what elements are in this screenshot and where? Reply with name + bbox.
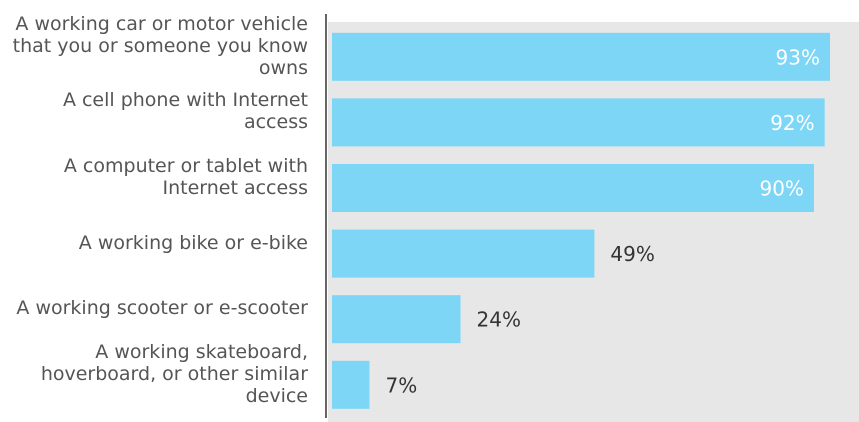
bar [332, 229, 595, 278]
category-label: A working skateboard, hoverboard, or oth… [40, 340, 308, 407]
plot-background [328, 22, 859, 422]
value-label: 90% [759, 177, 803, 201]
value-label: 24% [477, 308, 521, 332]
category-label: A cell phone with Internet access [62, 89, 308, 134]
bar [332, 98, 825, 147]
value-label: 92% [770, 111, 814, 135]
value-label: 7% [385, 373, 417, 397]
category-label: A computer or tablet with Internet acces… [63, 154, 308, 199]
value-label: 93% [776, 45, 820, 69]
category-label: A working scooter or e-scooter [16, 297, 308, 320]
category-label: A working car or motor vehicle that you … [12, 12, 308, 79]
bar [332, 295, 461, 344]
bar [332, 32, 831, 81]
category-label: A working bike or e-bike [78, 231, 308, 254]
bar [332, 360, 370, 409]
bar [332, 164, 814, 212]
value-label: 49% [610, 242, 654, 266]
